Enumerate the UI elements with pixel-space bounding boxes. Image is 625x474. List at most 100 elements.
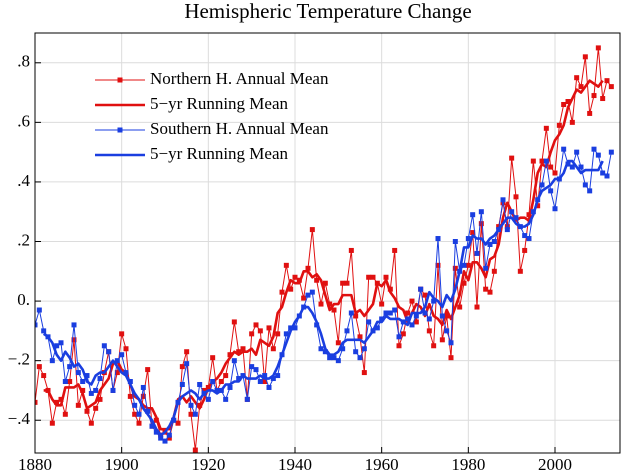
data-point <box>517 268 523 274</box>
data-point <box>35 322 38 328</box>
data-point <box>214 387 220 393</box>
legend-marker <box>117 127 123 133</box>
data-point <box>188 411 194 417</box>
data-point <box>448 355 454 361</box>
data-point <box>600 96 606 102</box>
data-point <box>552 206 558 212</box>
data-point <box>608 149 614 155</box>
data-point <box>435 236 441 242</box>
data-point <box>149 423 155 429</box>
y-tick-label: .6 <box>17 111 30 130</box>
data-point <box>574 149 580 155</box>
data-point <box>509 209 515 215</box>
data-point <box>75 402 81 408</box>
y-tick-label: .4 <box>17 171 30 190</box>
data-point <box>188 402 194 408</box>
data-point <box>153 429 159 435</box>
data-point <box>236 349 242 355</box>
data-point <box>136 420 142 426</box>
data-point <box>184 361 190 367</box>
data-point <box>257 379 263 385</box>
data-point <box>67 379 73 385</box>
data-point <box>314 277 320 283</box>
data-point <box>227 352 233 358</box>
data-point <box>452 265 458 271</box>
data-point <box>249 331 255 337</box>
data-point <box>236 376 242 382</box>
data-point <box>93 405 99 411</box>
data-point <box>218 379 224 385</box>
y-tick-label: 0. <box>17 290 30 309</box>
data-point <box>270 376 276 382</box>
data-point <box>210 379 216 385</box>
x-tick-label: 1920 <box>191 455 225 474</box>
data-point <box>227 384 233 390</box>
data-point <box>279 289 285 295</box>
data-point <box>88 390 94 396</box>
data-point <box>75 370 81 376</box>
plot-frame <box>34 32 621 454</box>
data-point <box>470 212 476 218</box>
data-point <box>41 373 47 379</box>
legend-label: 5−yr Running Mean <box>150 144 289 163</box>
x-tick-label: 1980 <box>451 455 485 474</box>
data-point <box>140 393 146 399</box>
data-point <box>457 304 463 310</box>
data-point <box>257 328 263 334</box>
data-point <box>530 158 536 164</box>
grid <box>34 33 620 453</box>
data-point <box>205 396 211 402</box>
data-point <box>353 349 359 355</box>
data-point <box>578 164 584 170</box>
legend-label: Northern H. Annual Mean <box>150 69 329 88</box>
data-point <box>431 343 437 349</box>
data-point <box>418 286 424 292</box>
data-point <box>240 346 246 352</box>
data-point <box>266 325 272 331</box>
data-point <box>357 355 363 361</box>
data-point <box>448 340 454 346</box>
data-point <box>132 411 138 417</box>
data-point <box>88 420 94 426</box>
data-point <box>344 280 350 286</box>
data-point <box>595 45 601 51</box>
data-point <box>140 384 146 390</box>
data-point <box>123 370 129 376</box>
data-point <box>192 411 198 417</box>
data-point <box>400 331 406 337</box>
data-point <box>253 367 259 373</box>
data-point <box>270 346 276 352</box>
data-point <box>283 331 289 337</box>
data-point <box>526 236 532 242</box>
data-point <box>591 146 597 152</box>
data-point <box>67 364 73 370</box>
data-point <box>162 438 168 444</box>
data-point <box>71 337 77 343</box>
data-point <box>543 125 549 131</box>
data-point <box>179 381 185 387</box>
data-point <box>608 84 614 90</box>
data-point <box>426 316 432 322</box>
data-point <box>565 99 571 105</box>
chart-title: Hemispheric Temperature Change <box>184 0 471 23</box>
data-point <box>374 325 380 331</box>
data-point <box>184 349 190 355</box>
x-tick-label: 1880 <box>18 455 52 474</box>
data-point <box>305 265 311 271</box>
data-point <box>470 230 476 236</box>
data-point <box>292 274 298 280</box>
data-point <box>231 319 237 325</box>
data-point <box>543 158 549 164</box>
data-point <box>335 358 341 364</box>
data-point <box>275 331 281 337</box>
data-point <box>97 396 103 402</box>
data-point <box>158 435 164 441</box>
data-point <box>335 340 341 346</box>
data-point <box>292 325 298 331</box>
data-point <box>513 215 519 221</box>
data-point <box>305 292 311 298</box>
data-point <box>322 349 328 355</box>
data-point <box>409 322 415 328</box>
data-point <box>327 355 333 361</box>
data-point <box>288 325 294 331</box>
